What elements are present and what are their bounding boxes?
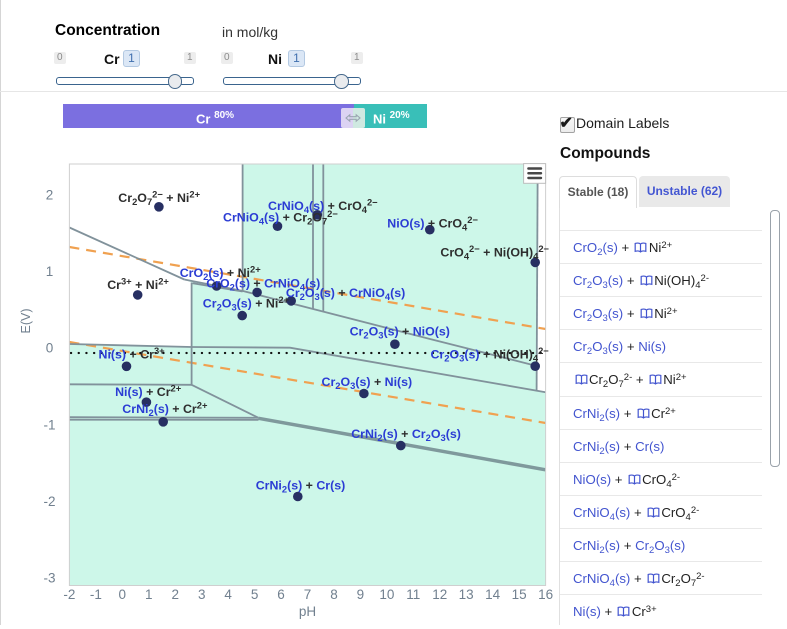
svg-text:pH: pH <box>299 604 316 619</box>
svg-text:-2: -2 <box>43 494 55 509</box>
svg-text:2: 2 <box>46 188 54 203</box>
svg-text:CrNi2(s) + Cr2+: CrNi2(s) + Cr2+ <box>122 399 208 418</box>
svg-text:CrO42− + Ni(OH)42−: CrO42− + Ni(OH)42− <box>440 243 549 262</box>
svg-text:12: 12 <box>432 587 447 602</box>
svg-text:13: 13 <box>459 587 474 602</box>
svg-text:4: 4 <box>224 587 232 602</box>
svg-text:NiO(s) + CrO42−: NiO(s) + CrO42− <box>387 214 478 233</box>
svg-text:Cr3+ + Ni2+: Cr3+ + Ni2+ <box>107 275 169 292</box>
svg-text:E(V): E(V) <box>19 309 33 334</box>
svg-text:0: 0 <box>119 587 127 602</box>
svg-text:Cr2O3(s) + CrNiO4(s): Cr2O3(s) + CrNiO4(s) <box>286 286 405 302</box>
svg-text:Ni(s) + Cr3+: Ni(s) + Cr3+ <box>99 345 166 362</box>
svg-text:8: 8 <box>330 587 338 602</box>
svg-text:0: 0 <box>46 341 54 356</box>
svg-text:15: 15 <box>512 587 527 602</box>
svg-text:CrNiO4(s) + CrO42−: CrNiO4(s) + CrO42− <box>268 196 378 215</box>
svg-text:-2: -2 <box>63 587 75 602</box>
svg-text:10: 10 <box>379 587 394 602</box>
svg-text:Cr2O3(s) + Ni(s): Cr2O3(s) + Ni(s) <box>322 375 413 391</box>
svg-text:7: 7 <box>304 587 312 602</box>
svg-text:Cr2O3(s) + Ni2+: Cr2O3(s) + Ni2+ <box>203 294 290 313</box>
svg-text:2: 2 <box>171 587 179 602</box>
svg-text:Ni(s) + Cr2+: Ni(s) + Cr2+ <box>115 382 182 399</box>
svg-text:CrO2(s) + CrNiO4(s): CrO2(s) + CrNiO4(s) <box>206 277 320 293</box>
svg-text:5: 5 <box>251 587 259 602</box>
svg-text:9: 9 <box>357 587 365 602</box>
svg-text:CrO2(s) + Ni2+: CrO2(s) + Ni2+ <box>180 263 262 282</box>
svg-text:6: 6 <box>277 587 285 602</box>
svg-text:-1: -1 <box>43 417 55 432</box>
svg-text:14: 14 <box>485 587 501 602</box>
svg-text:1: 1 <box>46 264 54 279</box>
svg-text:16: 16 <box>538 587 553 602</box>
svg-text:1: 1 <box>145 587 153 602</box>
svg-text:3: 3 <box>198 587 206 602</box>
svg-text:-1: -1 <box>90 587 102 602</box>
svg-text:CrNi2(s) + Cr(s): CrNi2(s) + Cr(s) <box>256 479 346 495</box>
svg-text:CrNi2(s) + Cr2O3(s): CrNi2(s) + Cr2O3(s) <box>351 427 461 443</box>
svg-text:CrNiO4(s) + Cr2O72−: CrNiO4(s) + Cr2O72− <box>223 208 338 227</box>
svg-text:11: 11 <box>406 587 420 602</box>
svg-text:Cr2O3(s) + Ni(OH)42−: Cr2O3(s) + Ni(OH)42− <box>431 345 550 364</box>
svg-text:-3: -3 <box>43 571 55 586</box>
svg-text:Cr2O72− + Ni2+: Cr2O72− + Ni2+ <box>118 188 200 207</box>
svg-text:Cr2O3(s) + NiO(s): Cr2O3(s) + NiO(s) <box>350 325 450 341</box>
